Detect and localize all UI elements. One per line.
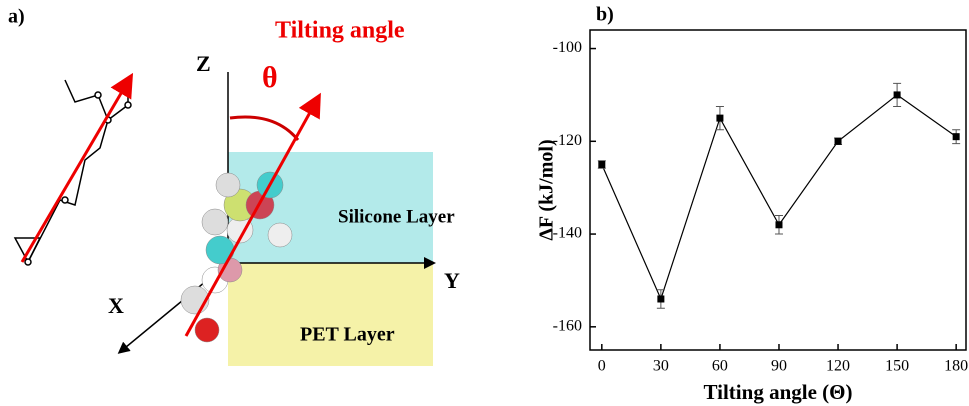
upper-layer-label: Silicone Layer <box>338 206 455 227</box>
molecule-axis-arrow <box>20 72 134 263</box>
data-point <box>716 114 724 122</box>
y-label: Y <box>444 268 460 293</box>
tilt-arrow <box>184 92 321 337</box>
y-tick-label: -160 <box>553 317 582 334</box>
x-tick-label: 150 <box>885 358 909 375</box>
diagram-title: Tilting angle <box>275 18 405 44</box>
data-point <box>952 133 960 141</box>
panel-a: a) Tilting angle Silicone Layer PET Laye… <box>8 6 460 366</box>
angle-arc <box>229 115 300 141</box>
data-point <box>657 295 665 303</box>
x-tick-label: 60 <box>712 358 728 375</box>
panel-label: b) <box>596 4 614 26</box>
data-point <box>775 221 783 229</box>
y-tick-label: -140 <box>553 225 582 242</box>
x-tick-label: 180 <box>944 358 968 375</box>
x-tick-label: 120 <box>826 358 850 375</box>
data-point <box>598 160 606 168</box>
panel-label: a) <box>8 6 25 28</box>
angle-symbol: θ <box>262 61 278 94</box>
x-tick-label: 90 <box>771 358 787 375</box>
pet-layer <box>228 263 433 366</box>
y-axis-title: ΔF (kJ/mol) <box>536 139 558 240</box>
x-tick-label: 0 <box>598 358 606 375</box>
data-line <box>601 94 957 301</box>
z-label: Z <box>196 51 211 76</box>
data-point <box>893 91 901 99</box>
y-tick-label: -100 <box>553 39 582 56</box>
y-tick-label: -120 <box>553 132 582 149</box>
x-axis-title: Tilting angle (Θ) <box>704 380 853 404</box>
x-label: X <box>108 293 124 318</box>
data-point <box>834 137 842 145</box>
panel-b: b) Tilting angle (Θ) ΔF (kJ/mol) -160 -14… <box>536 4 969 404</box>
lower-layer-label: PET Layer <box>300 324 395 346</box>
plot-frame <box>589 29 967 351</box>
x-tick-label: 30 <box>653 358 669 375</box>
